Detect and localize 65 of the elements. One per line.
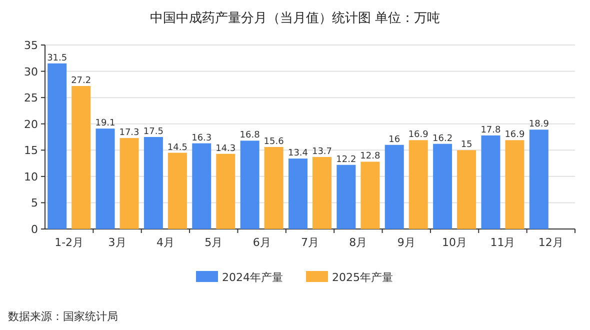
bar	[360, 162, 380, 229]
legend-label: 2024年产量	[222, 271, 283, 284]
y-tick-label: 20	[24, 118, 38, 131]
source-note: 数据来源：国家统计局	[8, 310, 118, 323]
data-label: 13.4	[288, 148, 308, 159]
x-tick-label: 12月	[538, 236, 564, 249]
bar	[96, 128, 115, 229]
data-label: 18.9	[528, 120, 550, 130]
data-label: 16	[388, 134, 400, 145]
bar	[216, 154, 236, 229]
y-tick-label: 5	[31, 196, 38, 210]
bar	[288, 158, 308, 229]
y-tick-label: 15	[24, 144, 38, 158]
data-label: 14.3	[216, 144, 236, 154]
data-label: 19.1	[95, 118, 116, 129]
data-label: 16.8	[240, 130, 260, 141]
x-tick-label: 6月	[252, 236, 271, 249]
bar	[48, 63, 67, 229]
bar	[192, 143, 212, 229]
x-tick-label: 7月	[301, 236, 319, 249]
data-label: 27.2	[71, 76, 92, 86]
bar	[384, 144, 404, 229]
x-tick-label: 5月	[204, 236, 223, 249]
data-label: 16.9	[408, 130, 429, 140]
bar	[336, 164, 356, 229]
data-label: 16.3	[192, 133, 212, 144]
data-label: 17.3	[119, 128, 140, 138]
data-label: 12.2	[336, 154, 356, 165]
x-tick-label: 8月	[349, 236, 368, 249]
data-label: 31.5	[47, 53, 68, 64]
bar	[505, 140, 524, 229]
y-tick-label: 10	[24, 170, 38, 184]
data-label: 16.2	[432, 134, 453, 144]
data-label: 16.9	[504, 130, 526, 140]
data-label: 17.8	[480, 125, 502, 136]
x-tick-label: 3月	[108, 236, 126, 249]
y-tick-label: 30	[24, 65, 38, 78]
data-label: 14.5	[167, 142, 188, 153]
bar	[144, 137, 163, 229]
x-tick-label: 9月	[397, 236, 416, 249]
x-tick-label: 11月	[490, 236, 516, 249]
bar	[168, 152, 187, 229]
y-tick-label: 0	[31, 223, 38, 236]
bar	[529, 130, 548, 229]
legend-label: 2025年产量	[332, 271, 393, 284]
chart-title: 中国中成药产量分月（当月值）统计图 单位：万吨	[150, 11, 440, 26]
bar	[120, 138, 139, 229]
x-tick-label: 4月	[156, 236, 174, 249]
bar	[72, 86, 91, 229]
bar	[457, 150, 476, 229]
bar	[408, 140, 428, 229]
data-label: 13.7	[312, 146, 332, 157]
bar	[433, 144, 452, 229]
x-tick-label: 1-2月	[54, 236, 84, 249]
x-tick-label: 10月	[442, 236, 468, 249]
y-tick-label: 25	[24, 92, 38, 105]
bar	[481, 135, 500, 229]
data-label: 15.6	[264, 136, 284, 147]
y-tick-label: 35	[24, 39, 38, 52]
data-label: 17.5	[143, 127, 164, 137]
data-label: 15	[460, 140, 472, 150]
bar	[264, 146, 284, 229]
data-label: 12.8	[360, 152, 380, 162]
bar	[312, 156, 332, 229]
bar	[240, 140, 260, 229]
